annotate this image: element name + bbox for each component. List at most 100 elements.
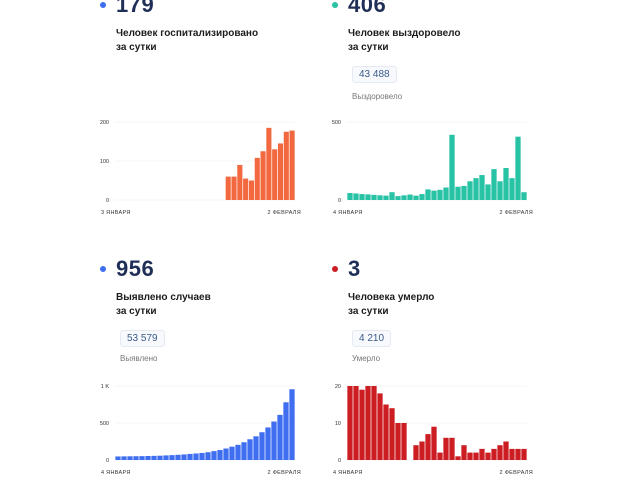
deaths-bar — [497, 445, 503, 460]
cases-dot — [100, 266, 106, 272]
deaths-bar — [377, 393, 383, 460]
hospitalized-bar — [272, 149, 278, 200]
hospitalized-chart: 0 100 200 3 ЯНВАРЯ 2 ФЕВРАЛЯ — [100, 120, 301, 216]
deaths-caption: Человека умерло за сутки — [348, 291, 434, 319]
deaths-x-end-label: 2 ФЕВРАЛЯ — [500, 470, 533, 476]
hospitalized-caption-line1: Человек госпитализировано — [116, 28, 259, 39]
deaths-panel: 3 Человека умерло за сутки 4 210 Умерло — [332, 256, 552, 496]
deaths-chart: 0 10 20 4 ЯНВАРЯ 2 ФЕВРАЛЯ — [333, 384, 533, 476]
cases-bar — [223, 448, 229, 460]
cases-bar — [247, 439, 253, 460]
recovered-bar — [491, 169, 497, 200]
recovered-bar — [449, 134, 455, 200]
deaths-headline: 3 — [332, 256, 361, 282]
deaths-ytick-label: 20 — [335, 384, 341, 390]
deaths-x-start-label: 4 ЯНВАРЯ — [333, 470, 363, 476]
recovered-bar — [431, 190, 437, 200]
cases-bar — [193, 453, 199, 460]
deaths-number: 3 — [348, 256, 361, 281]
cases-bar — [283, 402, 289, 460]
cases-bar — [205, 452, 211, 460]
deaths-bar — [455, 456, 461, 460]
deaths-bar — [401, 423, 407, 460]
cases-bar — [175, 454, 181, 460]
deaths-bar — [485, 452, 491, 460]
deaths-bar — [431, 426, 437, 460]
hospitalized-ytick-label: 200 — [100, 120, 109, 126]
deaths-bar — [461, 445, 467, 460]
deaths-total-badge: 4 210 — [352, 330, 392, 347]
deaths-bar — [509, 448, 515, 460]
cases-bar — [265, 427, 271, 460]
hospitalized-bar — [289, 130, 295, 200]
cases-x-end-label: 2 ФЕВРАЛЯ — [268, 470, 301, 476]
recovered-caption: Человек выздоровело за сутки — [348, 27, 461, 55]
recovered-bar — [503, 168, 509, 200]
hospitalized-bar — [248, 180, 255, 200]
deaths-bar — [515, 448, 521, 460]
hospitalized-dot — [100, 2, 106, 8]
cases-bar — [157, 455, 163, 460]
recovered-bar — [455, 186, 461, 200]
hospitalized-x-end-label: 2 ФЕВРАЛЯ — [268, 210, 301, 216]
recovered-bar — [401, 195, 407, 200]
deaths-bar — [353, 386, 359, 460]
deaths-ytick-label: 0 — [338, 458, 341, 464]
recovered-bar — [395, 196, 401, 200]
cases-bar — [151, 455, 157, 460]
deaths-bar — [437, 452, 443, 460]
recovered-x-end-label: 2 ФЕВРАЛЯ — [500, 210, 533, 216]
recovered-bar — [389, 192, 395, 200]
cases-total-label: Выявлено — [120, 354, 158, 363]
deaths-bar — [467, 452, 473, 460]
hospitalized-bar — [225, 176, 231, 200]
recovered-bar — [413, 195, 419, 200]
hospitalized-bar — [260, 151, 266, 200]
recovered-bar — [383, 195, 389, 200]
cases-bar — [229, 446, 235, 460]
hospitalized-bar — [231, 176, 237, 200]
hospitalized-bar — [266, 127, 272, 200]
deaths-bar — [359, 389, 365, 460]
deaths-bar — [503, 441, 509, 460]
deaths-dot — [332, 266, 338, 272]
recovered-bar — [347, 192, 353, 200]
hospitalized-ytick-label: 100 — [100, 159, 109, 165]
deaths-bar — [365, 386, 371, 460]
deaths-total-label: Умерло — [352, 354, 381, 363]
cases-bar — [259, 432, 265, 460]
deaths-caption-line2: за сутки — [348, 306, 389, 317]
deaths-bar — [383, 404, 389, 460]
deaths-bar — [419, 441, 425, 460]
recovered-ytick-label: 0 — [338, 198, 341, 204]
cases-bar — [235, 444, 241, 460]
recovered-bar — [353, 193, 359, 200]
recovered-caption-line1: Человек выздоровело — [348, 28, 461, 39]
deaths-bar — [473, 452, 479, 460]
cases-bar — [211, 451, 217, 460]
hospitalized-x-start-label: 3 ЯНВАРЯ — [101, 210, 131, 216]
cases-bar — [289, 389, 295, 460]
cases-bar — [115, 456, 121, 460]
recovered-bar — [479, 175, 485, 200]
hospitalized-panel: 179 Человек госпитализировано за сутки — [100, 0, 320, 240]
cases-bar — [145, 456, 151, 460]
hospitalized-number: 179 — [116, 0, 155, 17]
hospitalized-headline: 179 — [100, 0, 154, 18]
recovered-total-label: Выздоровело — [352, 92, 403, 101]
deaths-bar — [395, 423, 401, 460]
recovered-ytick-label: 500 — [332, 120, 341, 126]
recovered-bar — [467, 181, 473, 200]
cases-chart: 0 500 1 K 4 ЯНВАРЯ 2 ФЕВРАЛЯ — [100, 384, 301, 476]
deaths-bar — [389, 408, 395, 460]
recovered-bar — [497, 181, 503, 200]
recovered-dot — [332, 2, 338, 8]
deaths-bar — [491, 448, 497, 460]
cases-bar — [139, 456, 145, 460]
cases-number: 956 — [116, 256, 155, 281]
cases-caption-line2: за сутки — [116, 306, 157, 317]
cases-ytick-label: 500 — [100, 421, 109, 427]
cases-headline: 956 — [100, 256, 154, 282]
recovered-bar — [419, 194, 425, 200]
deaths-bar — [425, 434, 431, 460]
